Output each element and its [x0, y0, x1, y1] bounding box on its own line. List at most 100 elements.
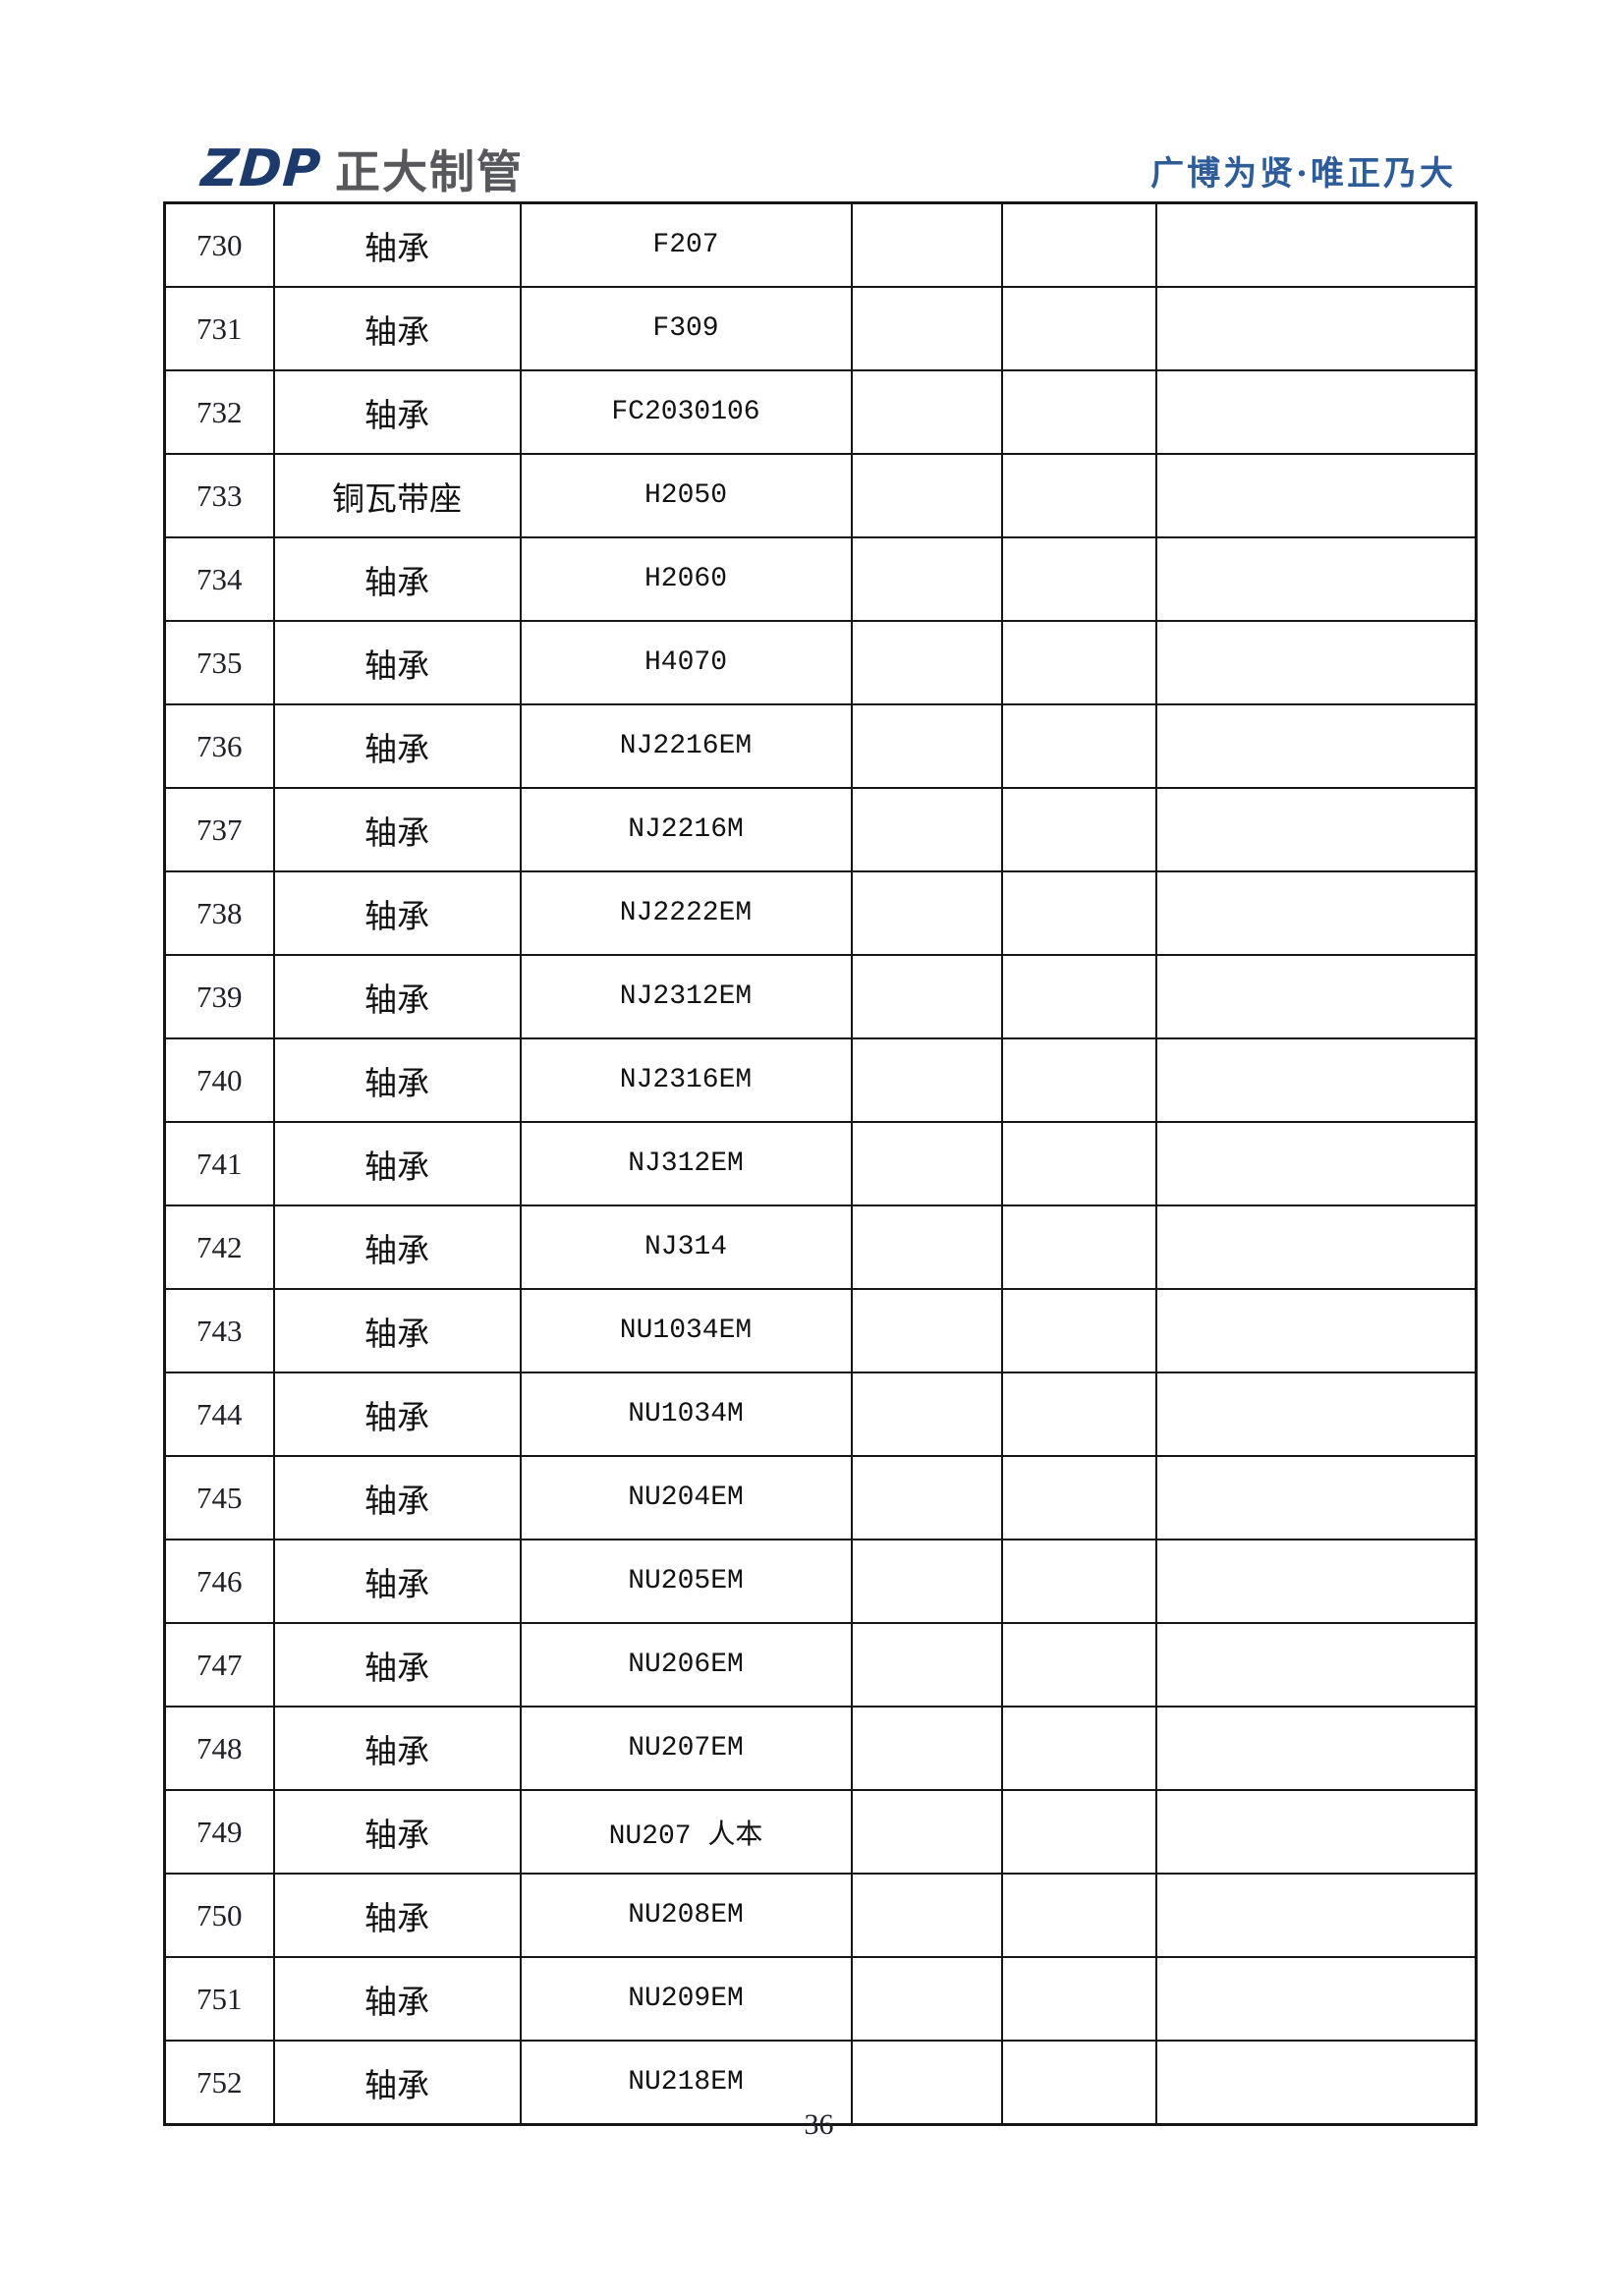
- cell-empty-1: [850, 536, 1003, 622]
- cell-empty-1: [850, 1288, 1003, 1373]
- cell-row-number: 747: [163, 1622, 275, 1708]
- cell-empty-2: [1000, 453, 1157, 538]
- cell-part-model: NU1034M: [519, 1372, 853, 1457]
- cell-empty-2: [1000, 369, 1157, 455]
- cell-part-name: 轴承: [272, 1288, 522, 1373]
- table-row: 737 轴承 NJ2216M: [163, 787, 1478, 872]
- cell-empty-3: [1154, 703, 1478, 789]
- cell-empty-3: [1154, 1121, 1478, 1206]
- cell-empty-3: [1154, 1706, 1478, 1791]
- cell-part-model: NJ2216M: [519, 787, 853, 872]
- cell-part-model: NJ314: [519, 1204, 853, 1290]
- cell-empty-1: [850, 1956, 1003, 2042]
- table-row: 746 轴承 NU205EM: [163, 1539, 1478, 1624]
- cell-part-model: NU218EM: [519, 2040, 853, 2126]
- cell-row-number: 750: [163, 1873, 275, 1958]
- header-slogan: 广博为贤·唯正乃大: [1150, 154, 1456, 194]
- table-row: 741 轴承 NJ312EM: [163, 1121, 1478, 1206]
- cell-part-name: 轴承: [272, 787, 522, 872]
- table-row: 731 轴承 F309: [163, 286, 1478, 371]
- table-row: 750 轴承 NU208EM: [163, 1873, 1478, 1958]
- cell-empty-1: [850, 1121, 1003, 1206]
- cell-empty-2: [1000, 286, 1157, 371]
- cell-empty-2: [1000, 1539, 1157, 1624]
- cell-empty-1: [850, 620, 1003, 705]
- cell-empty-3: [1154, 1372, 1478, 1457]
- table-row: 738 轴承 NJ2222EM: [163, 870, 1478, 956]
- cell-empty-3: [1154, 1539, 1478, 1624]
- cell-empty-3: [1154, 2040, 1478, 2126]
- cell-empty-3: [1154, 1956, 1478, 2042]
- cell-part-name: 轴承: [272, 201, 522, 288]
- cell-part-model: NJ2316EM: [519, 1037, 853, 1123]
- cell-part-name: 轴承: [272, 536, 522, 622]
- table-row: 736 轴承 NJ2216EM: [163, 703, 1478, 789]
- cell-part-name: 轴承: [272, 1121, 522, 1206]
- cell-row-number: 740: [163, 1037, 275, 1123]
- cell-empty-1: [850, 1873, 1003, 1958]
- cell-row-number: 748: [163, 1706, 275, 1791]
- table-row: 730 轴承 F207: [163, 201, 1478, 288]
- cell-empty-3: [1154, 453, 1478, 538]
- cell-part-model: NU204EM: [519, 1455, 853, 1540]
- cell-empty-2: [1000, 954, 1157, 1039]
- cell-part-name: 轴承: [272, 1956, 522, 2042]
- cell-empty-3: [1154, 536, 1478, 622]
- table-row: 752 轴承 NU218EM: [163, 2040, 1478, 2126]
- cell-part-name: 轴承: [272, 1622, 522, 1708]
- table-row: 745 轴承 NU204EM: [163, 1455, 1478, 1540]
- cell-empty-1: [850, 954, 1003, 1039]
- table-row: 735 轴承 H4070: [163, 620, 1478, 705]
- cell-part-model: H2050: [519, 453, 853, 538]
- cell-part-name: 轴承: [272, 1873, 522, 1958]
- cell-empty-3: [1154, 1873, 1478, 1958]
- cell-part-name: 轴承: [272, 1037, 522, 1123]
- company-logo: ZDP 正大制管: [198, 140, 524, 198]
- cell-empty-1: [850, 787, 1003, 872]
- cell-empty-3: [1154, 1037, 1478, 1123]
- cell-empty-2: [1000, 703, 1157, 789]
- cell-empty-2: [1000, 2040, 1157, 2126]
- table-row: 748 轴承 NU207EM: [163, 1706, 1478, 1791]
- cell-part-name: 轴承: [272, 620, 522, 705]
- parts-table-body: 730 轴承 F207 731 轴承 F309 732 轴承 FC2030106…: [163, 201, 1478, 2126]
- cell-empty-1: [850, 703, 1003, 789]
- cell-empty-1: [850, 201, 1003, 288]
- cell-part-model: NU207EM: [519, 1706, 853, 1791]
- logo-zdp-mark: ZDP: [198, 140, 324, 198]
- cell-empty-2: [1000, 1372, 1157, 1457]
- cell-empty-2: [1000, 870, 1157, 956]
- table-row: 743 轴承 NU1034EM: [163, 1288, 1478, 1373]
- cell-empty-2: [1000, 1455, 1157, 1540]
- cell-row-number: 739: [163, 954, 275, 1039]
- cell-empty-1: [850, 2040, 1003, 2126]
- cell-part-model: NJ312EM: [519, 1121, 853, 1206]
- cell-row-number: 734: [163, 536, 275, 622]
- table-row: 733 铜瓦带座 H2050: [163, 453, 1478, 538]
- cell-part-name: 轴承: [272, 1539, 522, 1624]
- cell-part-model: NU209EM: [519, 1956, 853, 2042]
- cell-empty-2: [1000, 620, 1157, 705]
- cell-row-number: 744: [163, 1372, 275, 1457]
- cell-empty-3: [1154, 201, 1478, 288]
- cell-empty-2: [1000, 1288, 1157, 1373]
- cell-row-number: 743: [163, 1288, 275, 1373]
- table-row: 751 轴承 NU209EM: [163, 1956, 1478, 2042]
- cell-part-model: NU205EM: [519, 1539, 853, 1624]
- cell-empty-3: [1154, 870, 1478, 956]
- cell-part-model: NJ2222EM: [519, 870, 853, 956]
- cell-empty-2: [1000, 201, 1157, 288]
- cell-part-name: 轴承: [272, 369, 522, 455]
- cell-row-number: 730: [163, 201, 275, 288]
- cell-part-name: 轴承: [272, 954, 522, 1039]
- cell-part-model: F207: [519, 201, 853, 288]
- table-row: 749 轴承 NU207 人本: [163, 1789, 1478, 1875]
- cell-empty-1: [850, 1455, 1003, 1540]
- cell-empty-1: [850, 1622, 1003, 1708]
- cell-part-name: 轴承: [272, 870, 522, 956]
- cell-empty-1: [850, 1204, 1003, 1290]
- cell-empty-2: [1000, 1037, 1157, 1123]
- cell-part-name: 轴承: [272, 286, 522, 371]
- cell-part-model: H2060: [519, 536, 853, 622]
